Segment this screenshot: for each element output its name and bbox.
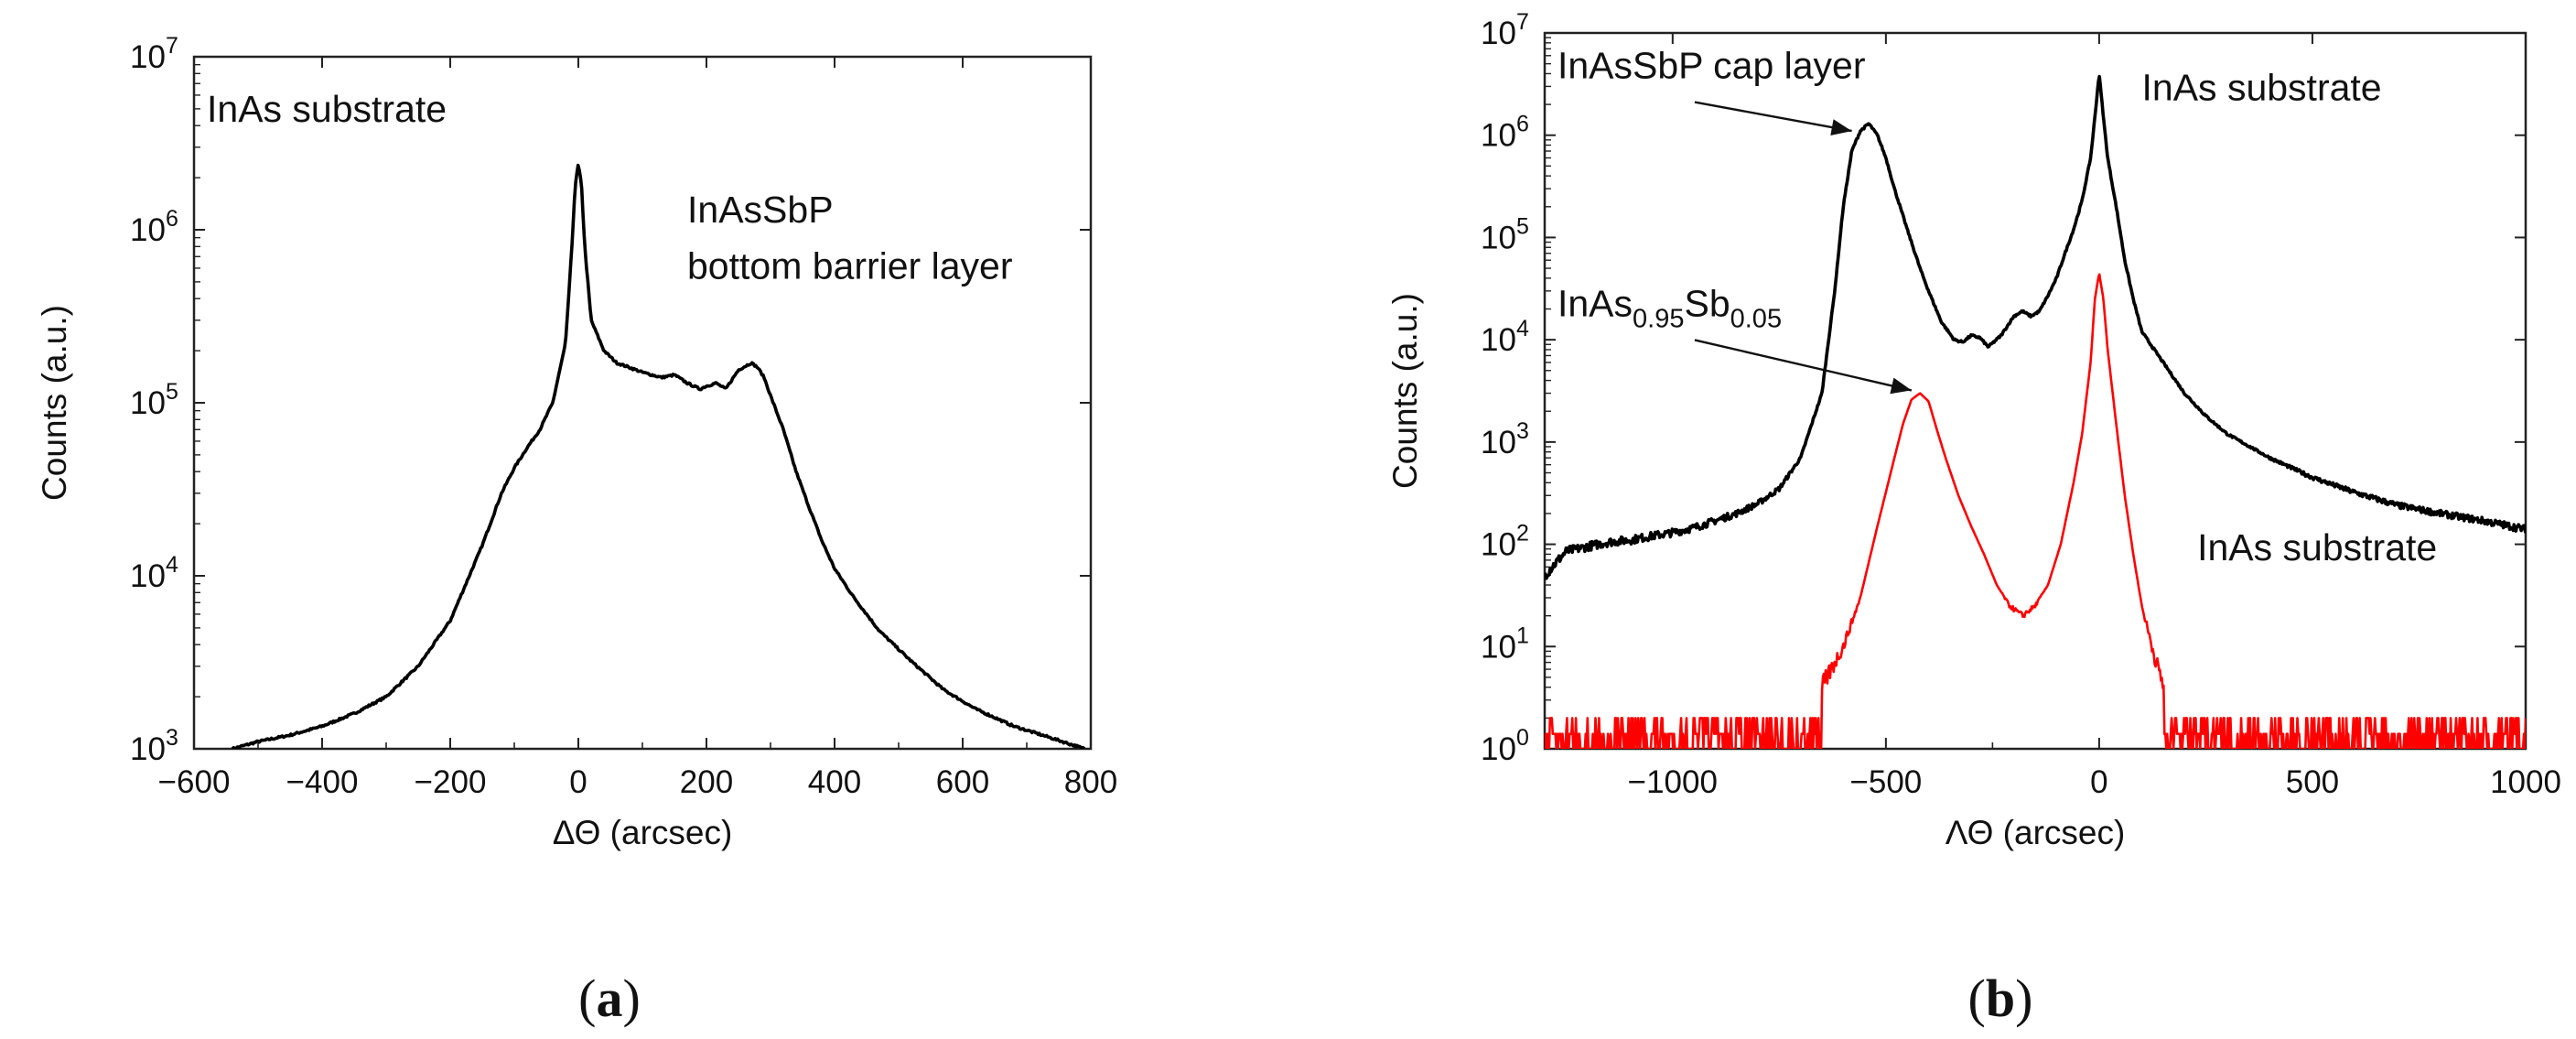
annotation-text: InAs substrate — [2142, 66, 2382, 108]
y-tick-label: 101 — [1481, 622, 1529, 665]
annotation-text: InAsSbP — [687, 189, 834, 231]
y-tick-label: 107 — [1481, 9, 1529, 51]
y-tick-label: 105 — [130, 379, 178, 421]
y-tick-label: 106 — [130, 206, 178, 248]
y-tick-label: 104 — [1481, 316, 1529, 358]
x-tick-label: 400 — [808, 764, 861, 800]
panel-b-chart: −1000 −500 0 500 1000 100 101 102 103 104 105 106 10… — [1386, 9, 2561, 851]
x-tick-label: 1000 — [2490, 764, 2561, 800]
x-tick-label: −500 — [1849, 764, 1922, 800]
y-tick-label: 107 — [130, 33, 178, 75]
x-tick-label: 600 — [936, 764, 989, 800]
y-tick-label: 102 — [1481, 521, 1529, 563]
annotation-text: InAsSbP cap layer — [1557, 45, 1866, 87]
x-axis-label: ΔΘ (arcsec) — [553, 814, 733, 851]
caption-b: (b) — [1968, 969, 2033, 1028]
y-tick-label: 104 — [130, 552, 178, 594]
panel-a-chart: −600 −400 −200 0 200 400 600 800 103 104 105 106 107… — [36, 33, 1117, 851]
annotation-arrow — [1695, 103, 1852, 132]
series-line-inas0-95sb0-05-sample — [1545, 275, 2526, 749]
x-tick-label: −600 — [158, 764, 231, 800]
plot-frame — [194, 57, 1091, 749]
annotation-text: bottom barrier layer — [687, 245, 1012, 287]
x-tick-label: 500 — [2286, 764, 2339, 800]
annotation-arrowhead — [1830, 119, 1851, 135]
x-tick-label: −400 — [286, 764, 359, 800]
y-tick-label: 103 — [130, 725, 178, 767]
annotation-text: InAs substrate — [207, 88, 447, 130]
annotation-arrowhead — [1890, 378, 1911, 395]
x-tick-label: 800 — [1064, 764, 1117, 800]
annotation-text: InAs0.95Sb0.05 — [1557, 282, 1782, 333]
y-tick-label: 105 — [1481, 213, 1529, 255]
series-line-cap-layer-sample — [1545, 77, 2526, 579]
figure-canvas: −600 −400 −200 0 200 400 600 800 103 104 105 106 107… — [0, 0, 2576, 1039]
y-tick-label: 103 — [1481, 418, 1529, 460]
annotation-arrow — [1695, 340, 1912, 390]
x-tick-label: 0 — [2090, 764, 2107, 800]
annotation-text: InAs substrate — [2197, 526, 2437, 568]
x-tick-label: −200 — [415, 764, 487, 800]
x-tick-label: 0 — [569, 764, 587, 800]
x-axis-label: ΛΘ (arcsec) — [1945, 814, 2126, 851]
x-tick-label: 200 — [680, 764, 733, 800]
y-tick-label: 106 — [1481, 112, 1529, 154]
y-axis-label: Counts (a.u.) — [36, 305, 73, 501]
plot-frame — [1545, 33, 2526, 749]
y-axis-label: Counts (a.u.) — [1386, 293, 1424, 489]
y-tick-label: 100 — [1481, 725, 1529, 767]
x-tick-label: −1000 — [1628, 764, 1718, 800]
caption-a: (a) — [578, 969, 641, 1028]
